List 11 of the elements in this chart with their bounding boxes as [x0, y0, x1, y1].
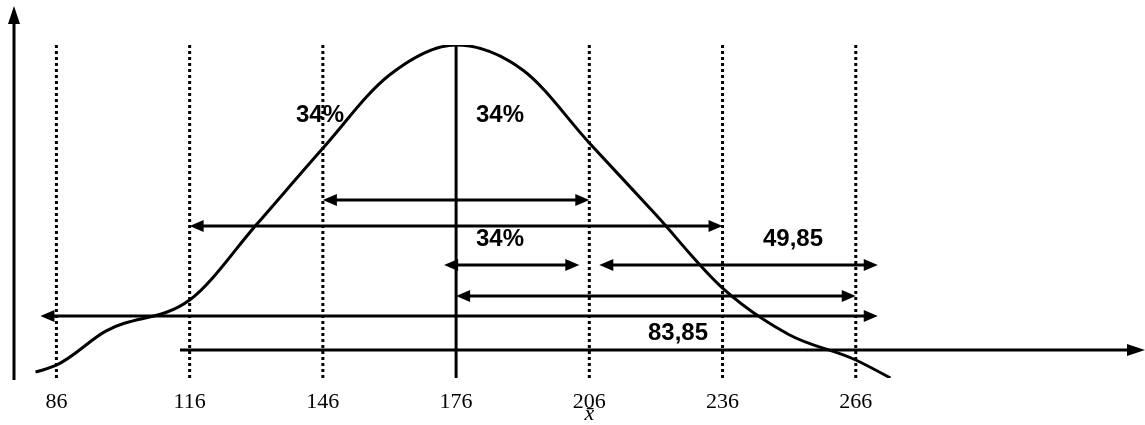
x-tick-label: 236: [706, 387, 740, 413]
x-tick-label: 86: [45, 387, 68, 413]
annotation: 34%: [475, 100, 525, 127]
x-tick-label: 146: [306, 387, 340, 413]
annotation: 34%: [475, 224, 525, 251]
annotation: 34%: [295, 100, 345, 127]
annotation: 83,85: [647, 318, 709, 345]
annotation: 49,85: [762, 224, 824, 251]
x-tick-label: 176: [439, 387, 473, 413]
x-tick-label: 116: [173, 387, 206, 413]
x-tick-label: 266: [839, 387, 873, 413]
